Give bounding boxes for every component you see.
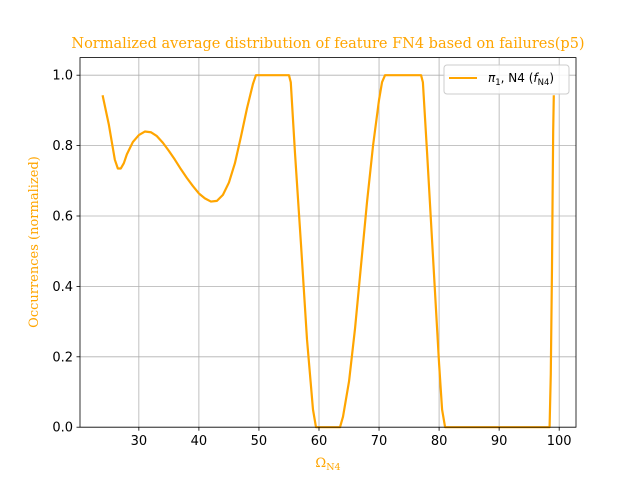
x-tick-label: 40 [191,434,208,449]
y-tick-label: 0.0 [52,421,73,436]
x-tick-label: 90 [491,434,508,449]
legend: π1, N4 (fN4) [443,64,570,95]
y-tick-label: 0.8 [52,139,73,154]
chart-title: Normalized average distribution of featu… [71,36,584,52]
series-layer [101,74,555,429]
plot-area-frame [79,57,577,428]
x-axis-label-main: Ω [315,456,326,471]
series-line-0 [101,74,555,429]
x-tick-label: 70 [371,434,388,449]
x-tick-label: 30 [131,434,148,449]
x-axis-label: ΩN4 [315,456,340,473]
legend-label: π1, N4 (fN4) [488,71,554,88]
legend-label-mid: , N4 ( [501,71,534,85]
y-tick-label: 0.4 [52,280,73,295]
axis-ticks: 30 40 50 60 70 80 90 100 0.0 0.2 0.4 0.6 0.8 1.0 [52,69,571,450]
legend-label-pi: π [488,71,496,85]
y-tick-label: 1.0 [52,69,73,84]
y-tick-label: 0.2 [52,350,73,365]
x-tick-label: 60 [311,434,328,449]
y-tick-label: 0.6 [52,210,73,225]
legend-label-sub1: 1 [495,78,500,88]
legend-box [443,64,570,95]
legend-label-sub2: N4 [538,78,550,88]
legend-label-close: ) [549,71,554,85]
legend-label-f: f [533,71,539,85]
x-tick-label: 100 [547,434,572,449]
y-axis-label: Occurrences (normalized) [27,156,42,328]
x-axis-label-subscript: N4 [326,462,340,473]
x-tick-label: 80 [431,434,448,449]
x-tick-label: 50 [251,434,268,449]
